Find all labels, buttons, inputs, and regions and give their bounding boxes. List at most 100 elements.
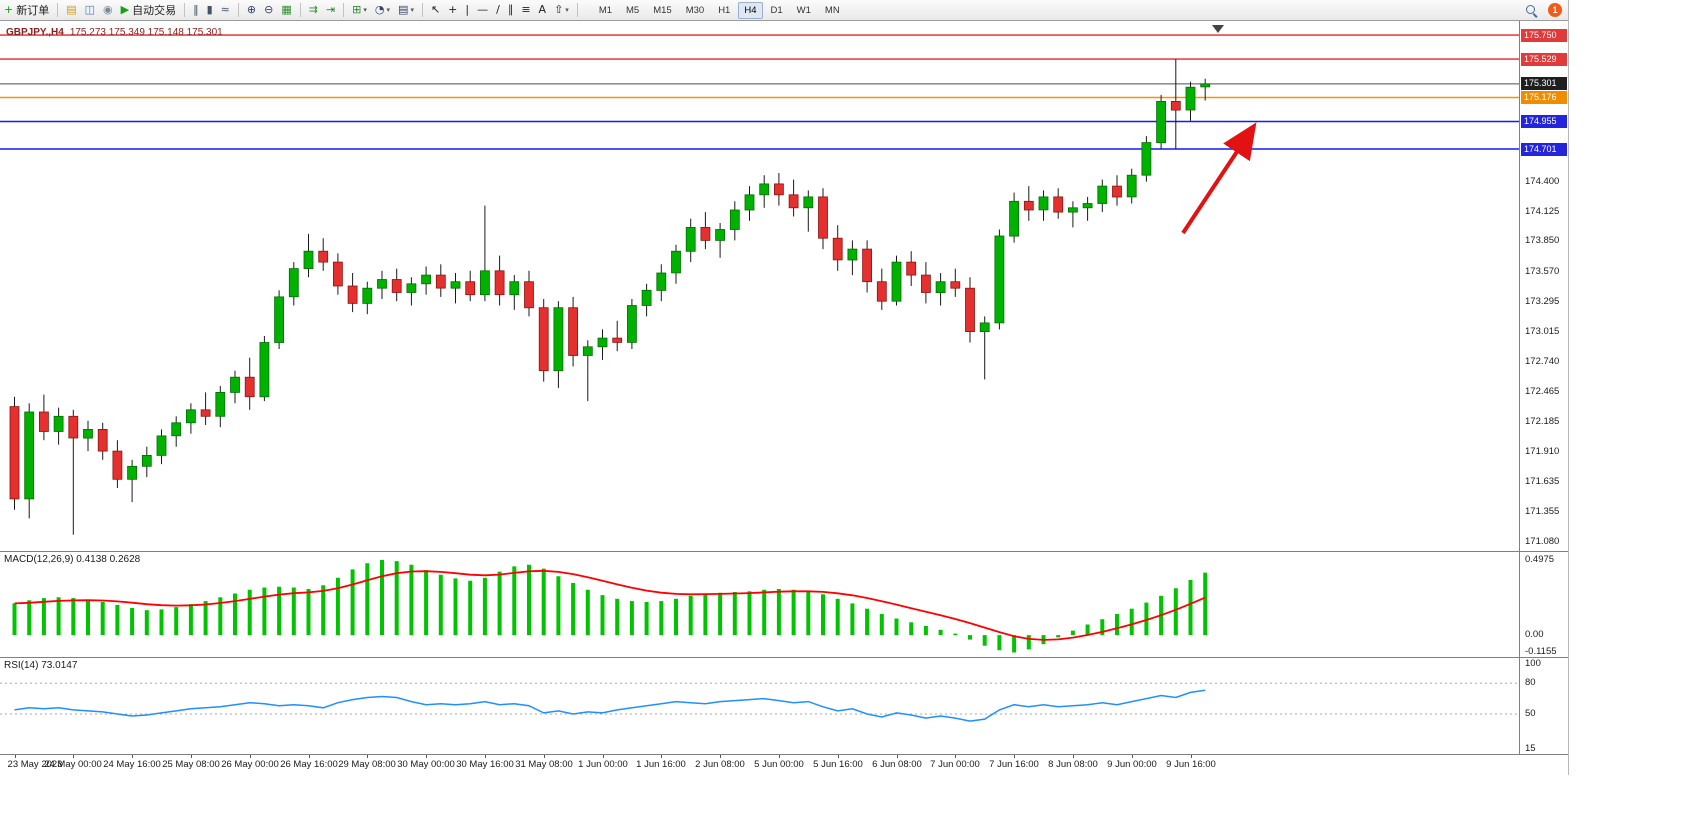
rsi-axis-label: 15 bbox=[1525, 743, 1536, 754]
dropdown-caret-icon[interactable]: ▾ bbox=[363, 6, 367, 14]
time-axis-tick bbox=[838, 755, 839, 758]
chart-window: GBPJPY.,H4 175.273 175.349 175.148 175.30… bbox=[0, 21, 1568, 775]
text-icon: A bbox=[538, 3, 547, 16]
search-icon[interactable] bbox=[1521, 1, 1542, 19]
chart-shift-icon[interactable]: ⇥ bbox=[322, 1, 339, 19]
timeframe-button-h1[interactable]: H1 bbox=[718, 4, 731, 16]
support-line-lower-price-label: 174.701 bbox=[1521, 143, 1567, 156]
time-axis-tick bbox=[1191, 755, 1192, 758]
toolbar-separator bbox=[299, 3, 301, 17]
price-axis-label: 173.850 bbox=[1525, 235, 1560, 246]
auto-scroll-icon[interactable]: ⇉ bbox=[305, 1, 322, 19]
cursor-icon[interactable]: ↖ bbox=[427, 1, 444, 19]
mt4-window: + 新订单 ▤ ◫ ◉ ▶ 自动交易 ‖ ▮ ≈ ⊕ ⊖ ▦ ⇉ ⇥ ⊞ ▾ ◔ ▾ ▤ ▾ ↖ + | — / ∥ ≡ A ⇧ ▾ M1 M… bbox=[0, 0, 1569, 775]
vertical-line-icon[interactable]: | bbox=[461, 1, 473, 19]
rsi-pane[interactable]: RSI(14) 73.0147 100 80 50 15 bbox=[0, 658, 1568, 754]
rsi-axis: 100 80 50 15 bbox=[1519, 658, 1568, 754]
toolbar-separator bbox=[237, 3, 239, 17]
periods-icon: ◔ bbox=[374, 3, 385, 16]
periods-icon[interactable]: ◔ ▾ bbox=[371, 1, 394, 19]
crosshair-icon[interactable]: + bbox=[444, 1, 461, 19]
candlestick-chart-icon[interactable]: ▮ bbox=[203, 1, 217, 19]
time-axis-tick bbox=[603, 755, 604, 758]
timeframe-button-mn[interactable]: MN bbox=[824, 4, 840, 16]
tile-windows-icon[interactable]: ▦ bbox=[277, 1, 295, 19]
navigator-icon[interactable]: ◉ bbox=[99, 1, 117, 19]
timeframe-button-d1[interactable]: D1 bbox=[770, 4, 783, 16]
arrows-tool-icon[interactable]: ⇧ ▾ bbox=[550, 1, 573, 19]
rsi-label: RSI(14) 73.0147 bbox=[4, 660, 78, 671]
time-axis-label: 9 Jun 16:00 bbox=[1166, 759, 1216, 770]
bar-chart-icon: ‖ bbox=[193, 3, 199, 16]
zoom-out-icon: ⊖ bbox=[264, 3, 274, 16]
toolbar-main-group: + 新订单 ▤ ◫ ◉ ▶ 自动交易 ‖ ▮ ≈ ⊕ ⊖ ▦ ⇉ ⇥ ⊞ ▾ ◔ ▾ ▤ ▾ ↖ + | — / ∥ ≡ A ⇧ ▾ bbox=[0, 0, 582, 20]
time-axis-tick bbox=[309, 755, 310, 758]
rsi-canvas bbox=[0, 682, 1519, 722]
time-axis-label: 5 Jun 00:00 bbox=[754, 759, 804, 770]
channel-icon: ∥ bbox=[507, 3, 514, 16]
plus-icon: + bbox=[4, 3, 14, 16]
timeframe-group: M1 M5 M15 M30 H1 H4 D1 W1 MN bbox=[592, 1, 847, 19]
price-axis-label: 173.570 bbox=[1525, 266, 1560, 277]
rsi-axis-label: 100 bbox=[1525, 658, 1541, 669]
time-axis-tick bbox=[15, 755, 16, 758]
pane-separator[interactable] bbox=[0, 754, 1568, 755]
dropdown-caret-icon[interactable]: ▾ bbox=[565, 6, 569, 14]
price-axis[interactable]: 174.400 174.125 173.850 173.570 173.295 173.0… bbox=[1519, 21, 1568, 551]
zoom-out-icon[interactable]: ⊖ bbox=[260, 1, 277, 19]
text-icon[interactable]: A bbox=[535, 1, 551, 19]
time-axis-tick bbox=[955, 755, 956, 758]
bar-chart-icon[interactable]: ‖ bbox=[189, 1, 203, 19]
orange-pivot-line-price-label: 175.176 bbox=[1521, 91, 1567, 104]
time-axis-tick bbox=[367, 755, 368, 758]
zoom-in-icon[interactable]: ⊕ bbox=[243, 1, 260, 19]
price-axis-label: 172.465 bbox=[1525, 386, 1560, 397]
notification-badge[interactable]: 1 bbox=[1548, 3, 1562, 17]
time-axis-label: 30 May 16:00 bbox=[456, 759, 514, 770]
timeframe-button-w1[interactable]: W1 bbox=[796, 4, 811, 16]
toolbar-separator bbox=[343, 3, 345, 17]
resistance-line-lower-price-label: 175.529 bbox=[1521, 53, 1567, 66]
dropdown-caret-icon[interactable]: ▾ bbox=[410, 6, 414, 14]
chart-shift-marker[interactable] bbox=[1212, 25, 1224, 33]
price-axis-label: 173.295 bbox=[1525, 296, 1560, 307]
main-chart-canvas[interactable] bbox=[0, 21, 1519, 551]
fibonacci-icon[interactable]: ≡ bbox=[517, 1, 534, 19]
current-price-line-price-label: 175.301 bbox=[1521, 77, 1567, 90]
time-axis-label: 25 May 08:00 bbox=[162, 759, 220, 770]
pane-separator[interactable] bbox=[0, 657, 1568, 658]
timeframe-button-m1[interactable]: M1 bbox=[598, 4, 613, 16]
trend-arrow-annotation[interactable] bbox=[1181, 122, 1257, 235]
time-axis-label: 2 Jun 08:00 bbox=[695, 759, 745, 770]
channel-icon[interactable]: ∥ bbox=[504, 1, 518, 19]
indicators-icon: ⊞ bbox=[352, 3, 362, 16]
line-chart-icon[interactable]: ≈ bbox=[217, 1, 234, 19]
timeframe-button-m5[interactable]: M5 bbox=[626, 4, 640, 16]
timeframe-button-m30[interactable]: M30 bbox=[685, 4, 705, 16]
templates-icon[interactable]: ▤ ▾ bbox=[394, 1, 418, 19]
indicators-icon[interactable]: ⊞ ▾ bbox=[348, 1, 371, 19]
timeframe-button-h4[interactable]: H4 bbox=[738, 1, 763, 19]
toolbar-separator bbox=[576, 3, 578, 17]
main-chart-pane[interactable]: GBPJPY.,H4 175.273 175.349 175.148 175.30… bbox=[0, 21, 1568, 551]
dropdown-caret-icon[interactable]: ▾ bbox=[386, 6, 391, 14]
rsi-line bbox=[14, 689, 1206, 722]
macd-pane[interactable]: MACD(12,26,9) 0.4138 0.2628 0.4975 0.00 -0… bbox=[0, 552, 1568, 657]
timeframe-button-m15[interactable]: M15 bbox=[653, 4, 672, 16]
new-order-button-label: 新订单 bbox=[16, 5, 50, 17]
time-axis[interactable]: 23 May 2023 24 May 00:00 24 May 16:00 25 Ma… bbox=[0, 755, 1568, 775]
time-axis-label: 9 Jun 00:00 bbox=[1107, 759, 1157, 770]
data-window-icon[interactable]: ◫ bbox=[81, 1, 99, 19]
toolbar-right-group: 1 bbox=[1521, 0, 1562, 20]
horizontal-line-icon[interactable]: — bbox=[473, 1, 492, 19]
new-order-button[interactable]: + 新订单 bbox=[0, 1, 53, 19]
candlestick-chart-icon: ▮ bbox=[206, 3, 213, 16]
autotrading-button[interactable]: ▶ 自动交易 bbox=[117, 1, 180, 19]
market-watch-icon[interactable]: ▤ bbox=[62, 1, 80, 19]
autotrading-button-label: 自动交易 bbox=[132, 5, 177, 17]
price-axis-label: 171.910 bbox=[1525, 446, 1560, 457]
pane-separator[interactable] bbox=[0, 551, 1568, 552]
trendline-icon: / bbox=[496, 3, 500, 16]
trendline-icon[interactable]: / bbox=[492, 1, 504, 19]
